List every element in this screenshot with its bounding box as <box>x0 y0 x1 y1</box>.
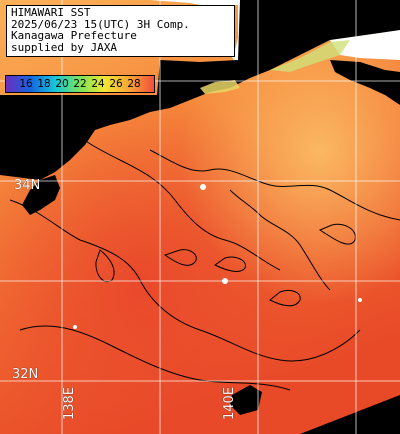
cool-bay-water <box>200 80 240 94</box>
title-line-source: supplied by JAXA <box>11 40 117 54</box>
scale-label-22: 22 <box>73 78 87 90</box>
sst-color-scale: 16 18 20 22 24 26 28 <box>5 75 155 93</box>
scale-label-20: 20 <box>55 78 69 90</box>
lon-label-140e: 140E <box>222 386 237 420</box>
lon-label-138e: 138E <box>62 386 77 420</box>
isotherm-contours <box>9 119 400 391</box>
cloud-specks <box>73 184 362 329</box>
lat-label-34n: 34N <box>14 178 41 193</box>
scale-label-18: 18 <box>37 78 51 90</box>
scale-label-24: 24 <box>91 78 105 90</box>
land-honshu <box>0 0 400 180</box>
cool-coastal-water <box>270 40 350 72</box>
land-boso-coast <box>330 60 400 105</box>
lat-label-32n: 32N <box>12 367 39 382</box>
land-southeast-strip <box>300 395 400 434</box>
scale-label-28: 28 <box>127 78 141 90</box>
land-izu-peninsula <box>22 175 60 215</box>
scale-label-26: 26 <box>109 78 123 90</box>
scale-end-pad <box>6 76 17 92</box>
map-title-box: HIMAWARI SST 2025/06/23 15(UTC) 3H Comp.… <box>6 5 235 57</box>
title-line-product: HIMAWARI SST <box>11 6 91 19</box>
scale-end-pad <box>143 76 154 92</box>
title-line-datetime: 2025/06/23 15(UTC) 3H Comp. <box>11 17 190 31</box>
scale-label-16: 16 <box>19 78 33 90</box>
title-line-region: Kanagawa Prefecture <box>11 29 137 42</box>
land-island-south <box>230 385 262 415</box>
